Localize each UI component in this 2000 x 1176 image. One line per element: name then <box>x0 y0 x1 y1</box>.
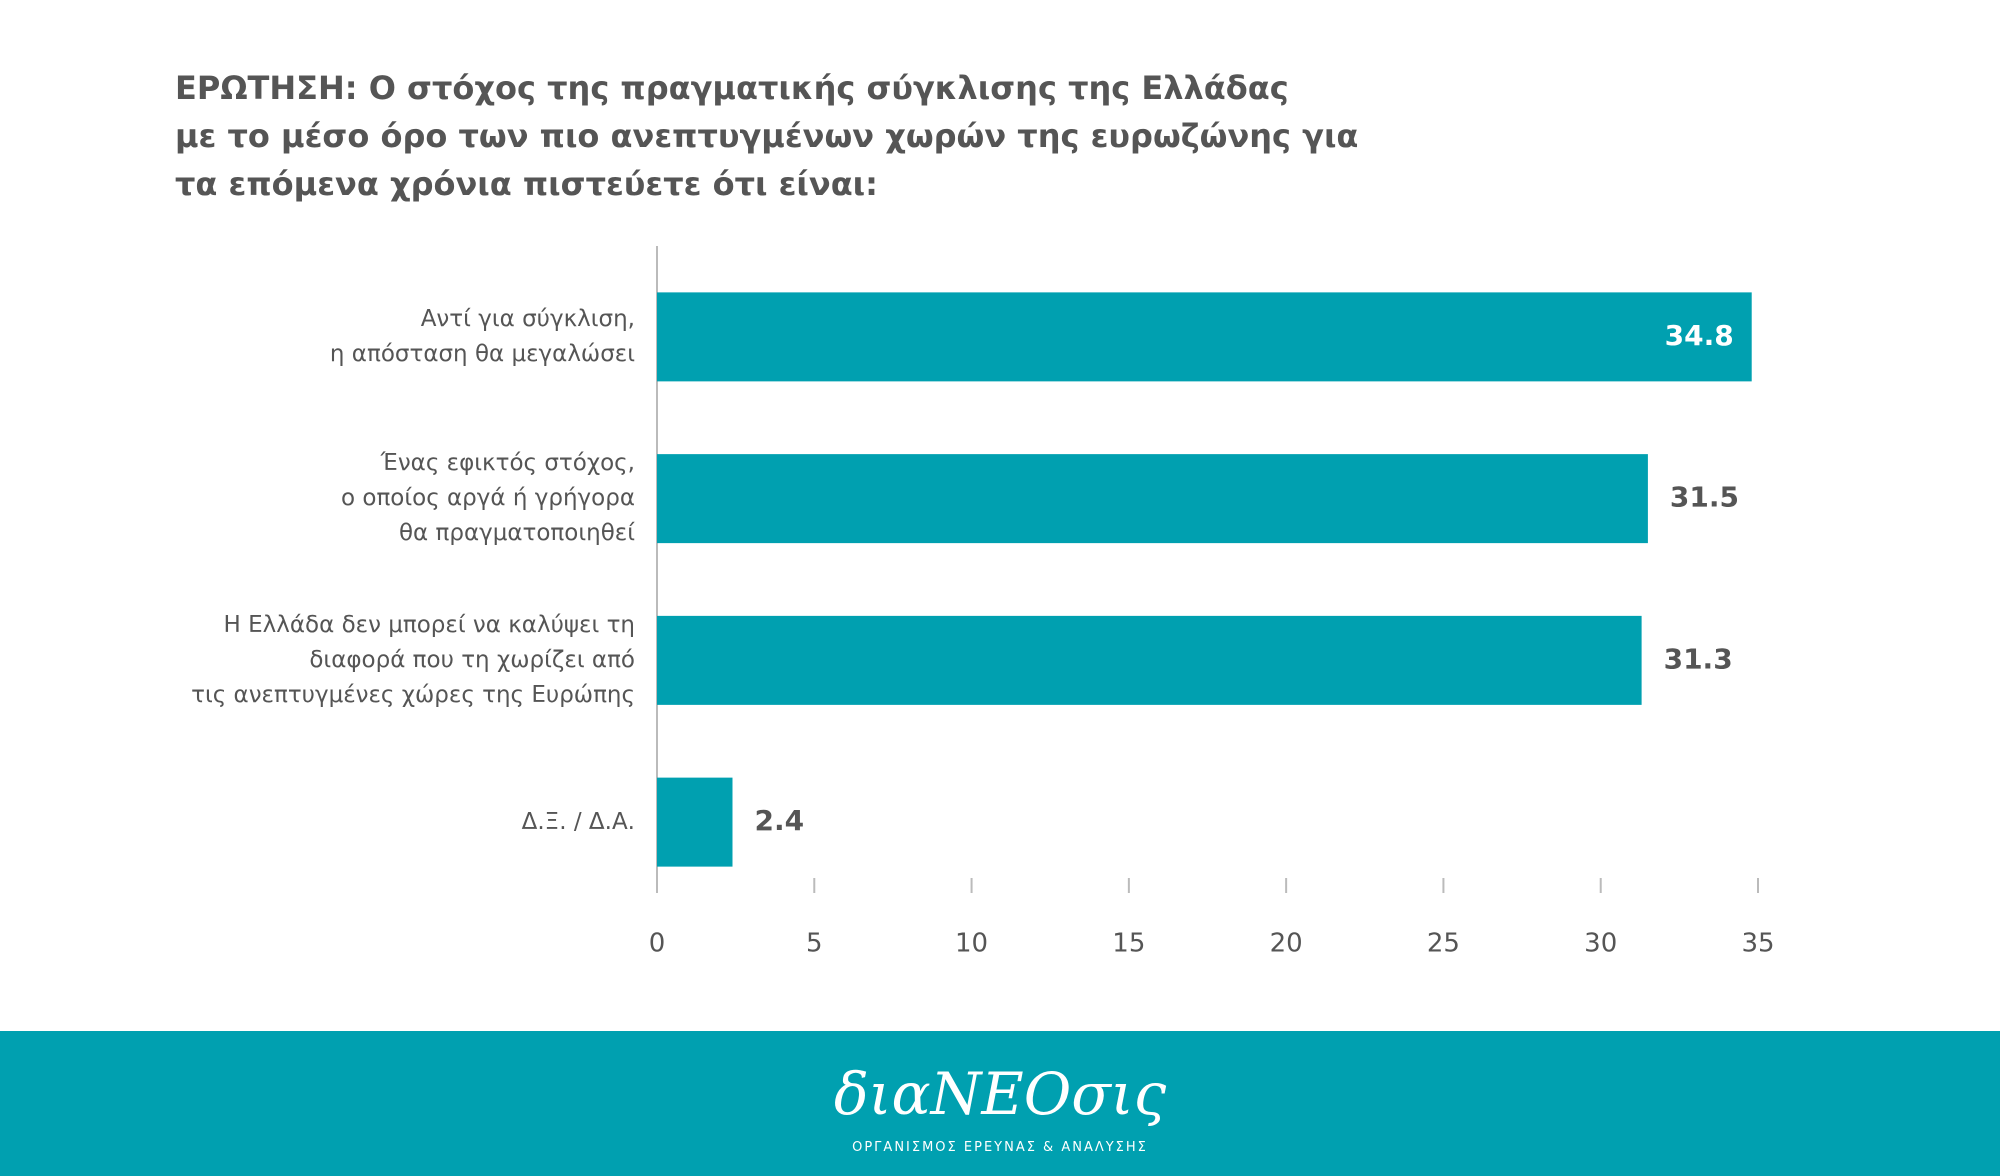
bar <box>657 615 1642 705</box>
x-tick-label: 15 <box>1112 929 1145 959</box>
x-tick-label: 10 <box>955 929 988 959</box>
x-tick-label: 35 <box>1741 929 1774 959</box>
logo: διαΝΕΟσις <box>833 1060 1167 1128</box>
y-tick-label: Αντί για σύγκλιση, η απόσταση θα μεγαλώσ… <box>329 305 635 367</box>
bar <box>657 777 733 867</box>
value-label: 31.3 <box>1664 642 1733 675</box>
value-label: 34.8 <box>1665 319 1734 352</box>
y-tick-label: Η Ελλάδα δεν μπορεί να καλύψει τη διαφορ… <box>191 611 635 708</box>
value-label: 2.4 <box>754 804 804 837</box>
bar <box>657 292 1752 382</box>
tagline: ΟΡΓΑΝΙΣΜΟΣ ΕΡΕΥΝΑΣ & ΑΝΑΛΥΣΗΣ <box>852 1140 1148 1155</box>
y-tick-label: Ένας εφικτός στόχος, ο οποίος αργά ή γρή… <box>340 450 635 547</box>
x-tick-label: 20 <box>1270 929 1303 959</box>
y-tick-label: Δ.Ξ. / Δ.Α. <box>521 808 635 835</box>
bar <box>657 454 1648 544</box>
chart-title: ΕΡΩΤΗΣΗ: Ο στόχος της πραγματικής σύγκλι… <box>175 69 1359 203</box>
x-tick-label: 0 <box>649 929 666 959</box>
x-tick-label: 25 <box>1427 929 1460 959</box>
chart: 0 5 10 15 20 25 30 35 34.8 31.5 31.3 2.4 <box>649 246 1775 959</box>
x-tick-label: 5 <box>806 929 823 959</box>
footer <box>0 1031 2000 1176</box>
value-label: 31.5 <box>1670 481 1739 514</box>
x-tick-label: 30 <box>1584 929 1617 959</box>
